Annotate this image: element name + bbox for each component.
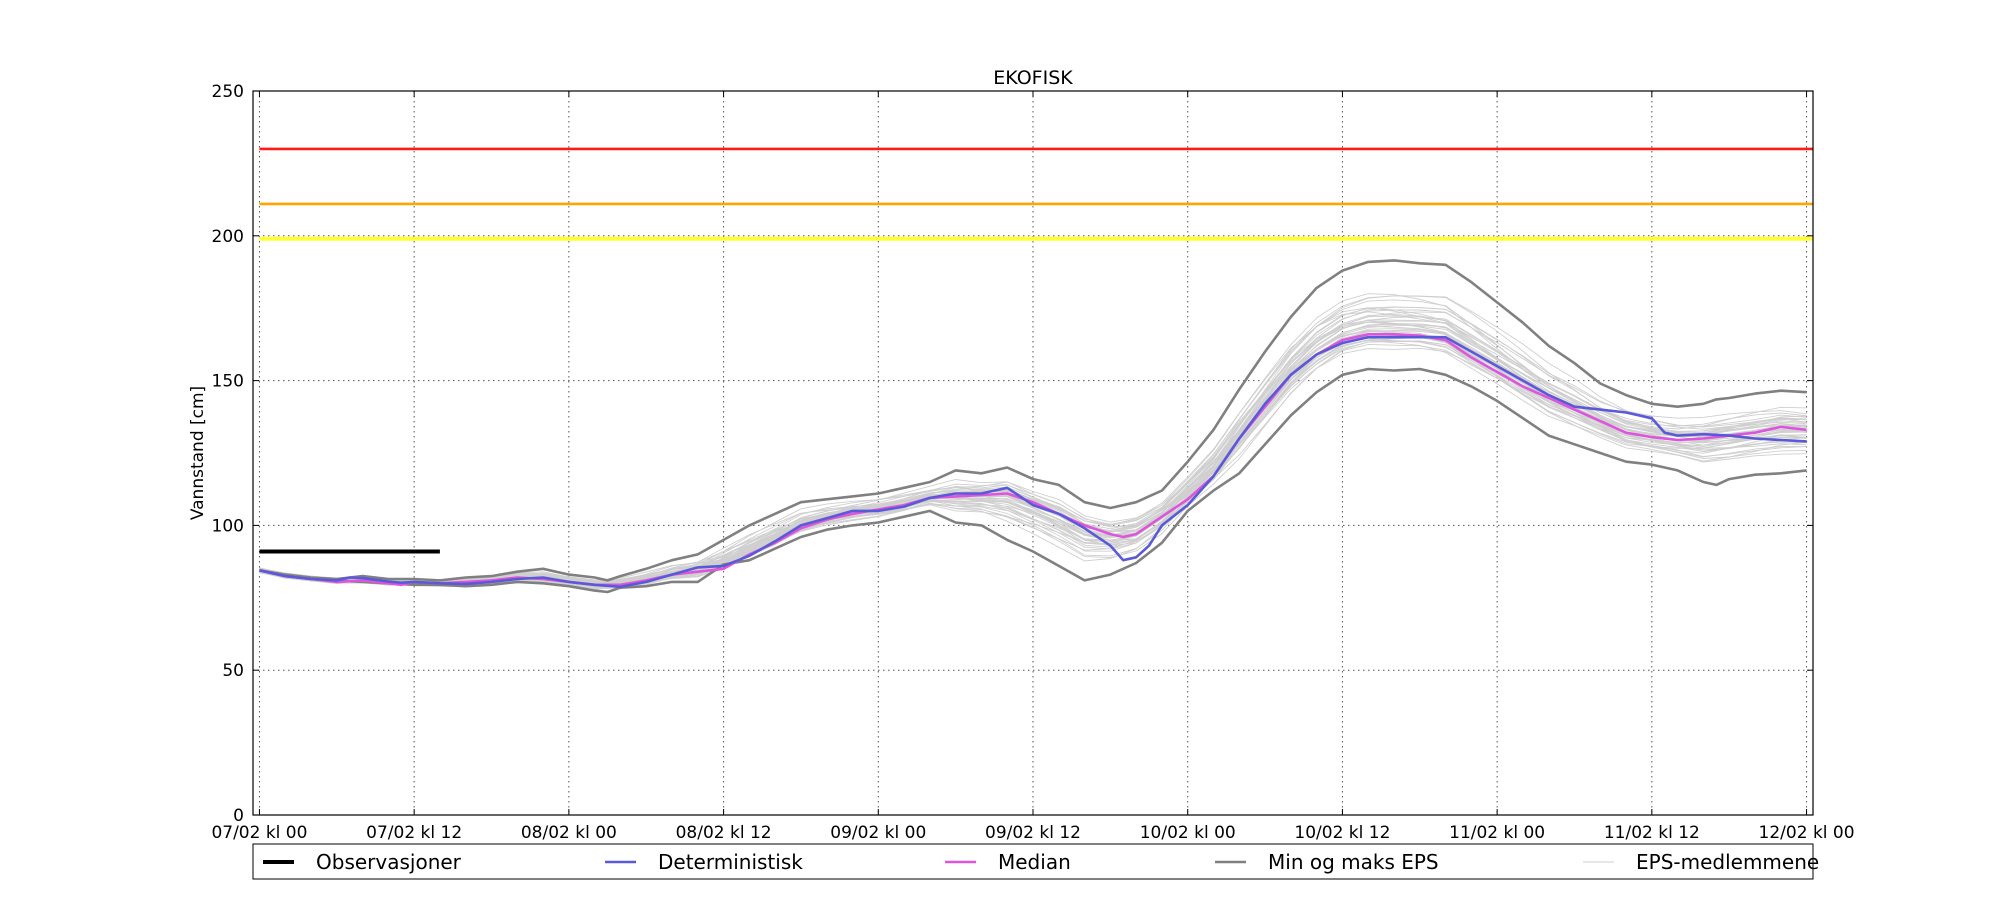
x-tick-label: 11/02 kl 00 bbox=[1449, 823, 1545, 843]
legend-box bbox=[252, 843, 1814, 880]
x-tick-label: 08/02 kl 12 bbox=[676, 823, 772, 843]
grid-lines bbox=[253, 91, 1813, 815]
series-lines bbox=[259, 259, 1807, 594]
y-tick-label: 50 bbox=[222, 661, 244, 681]
x-tick-label: 07/02 kl 12 bbox=[366, 823, 462, 843]
axis-ticks: 0 50 100 150 200 250 07/02 kl 00 07/02 kl 12 08/… bbox=[211, 82, 1854, 843]
legend-label: EPS-medlemmene bbox=[1636, 850, 1819, 874]
legend: Observasjoner Deterministisk Median Min og … bbox=[252, 843, 1819, 880]
deterministic-line bbox=[259, 335, 1807, 589]
eps-member-line bbox=[259, 295, 1807, 586]
median-line bbox=[259, 333, 1807, 587]
x-tick-label: 09/02 kl 12 bbox=[985, 823, 1081, 843]
x-tick-label: 08/02 kl 00 bbox=[521, 823, 617, 843]
min-eps-line bbox=[259, 367, 1807, 594]
y-tick-label: 150 bbox=[212, 372, 244, 392]
legend-label: Observasjoner bbox=[316, 850, 462, 874]
chart-title: EKOFISK bbox=[993, 67, 1073, 89]
x-tick-label: 09/02 kl 00 bbox=[830, 823, 926, 843]
eps-member-line bbox=[259, 295, 1807, 585]
y-tick-label: 100 bbox=[212, 516, 244, 536]
legend-label: Median bbox=[998, 850, 1071, 874]
y-tick-label: 200 bbox=[212, 227, 244, 247]
y-tick-label: 0 bbox=[233, 806, 244, 826]
x-tick-label: 10/02 kl 00 bbox=[1140, 823, 1236, 843]
y-tick-label: 250 bbox=[212, 82, 244, 102]
max-eps-line bbox=[259, 259, 1807, 582]
legend-label: Min og maks EPS bbox=[1268, 850, 1439, 874]
y-axis-label: Vannstand [cm] bbox=[188, 386, 208, 520]
x-tick-label: 10/02 kl 12 bbox=[1294, 823, 1390, 843]
legend-label: Deterministisk bbox=[658, 850, 803, 874]
x-tick-label: 11/02 kl 12 bbox=[1604, 823, 1700, 843]
x-tick-label: 07/02 kl 00 bbox=[211, 823, 307, 843]
x-tick-label: 12/02 kl 00 bbox=[1759, 823, 1855, 843]
threshold-lines bbox=[259, 147, 1813, 241]
